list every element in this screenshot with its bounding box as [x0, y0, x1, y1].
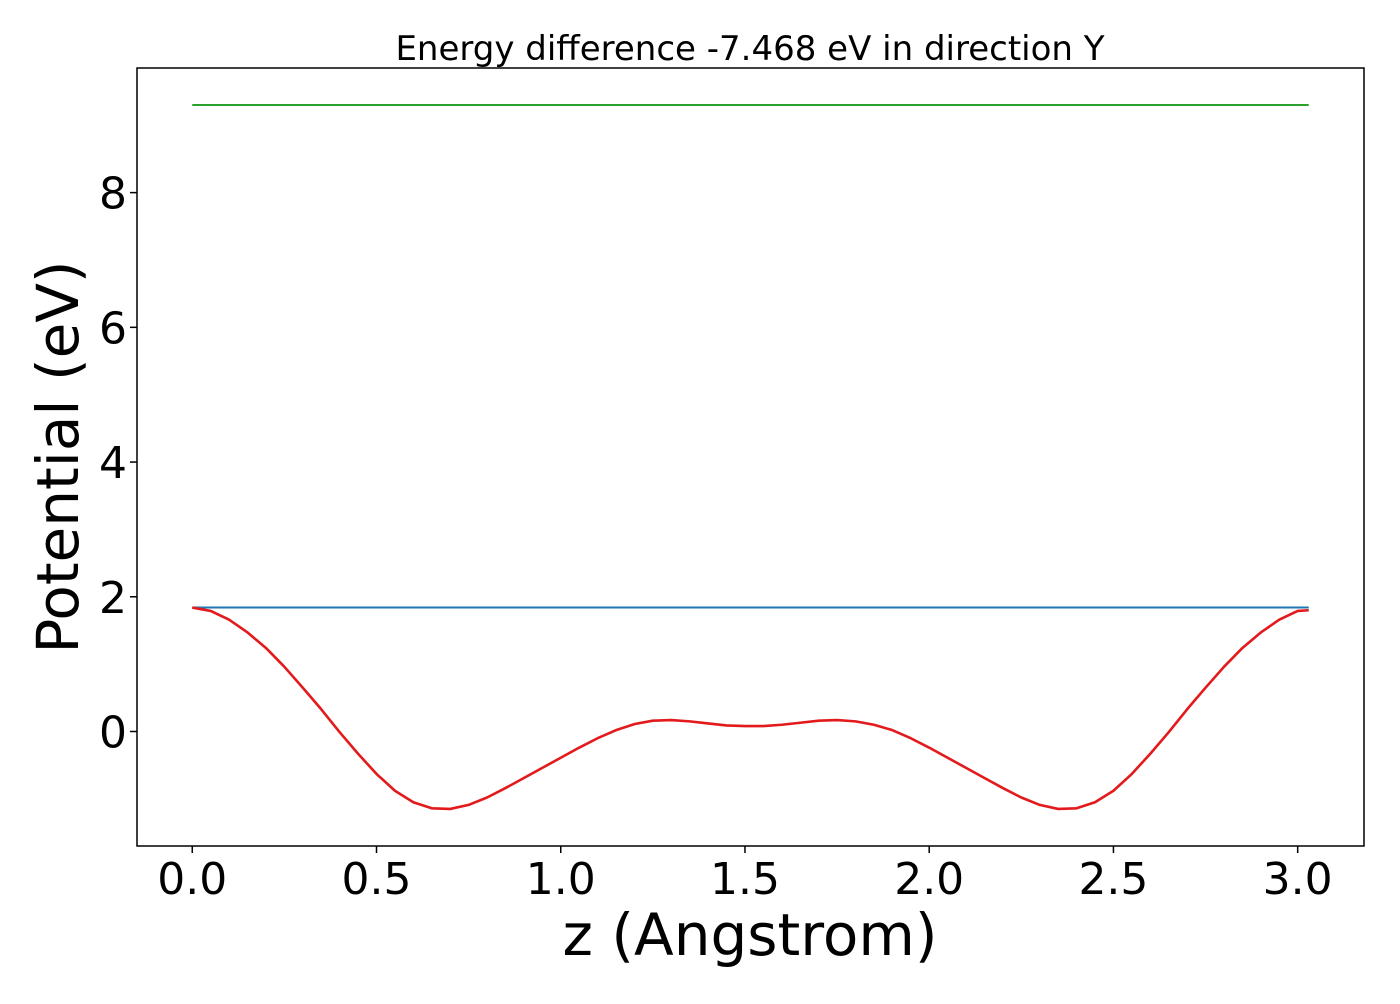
plot-frame — [136, 67, 1365, 847]
x-tick-label: 0.0 — [157, 854, 227, 905]
x-tick-label: 2.5 — [1078, 854, 1148, 905]
series-layer — [192, 104, 1309, 811]
x-tick-label: 0.5 — [342, 854, 412, 905]
y-tick-label: 6 — [99, 303, 127, 354]
series-line-3 — [192, 606, 1309, 811]
y-tick-label: 2 — [99, 573, 127, 624]
y-tick-label: 8 — [99, 169, 127, 220]
y-tick-label: 4 — [99, 438, 127, 489]
x-tick-label: 1.5 — [710, 854, 780, 905]
x-ticks: 0.0 0.5 1.0 1.5 2.0 2.5 3.0 — [157, 846, 1333, 905]
chart-title: Energy difference -7.468 eV in direction… — [395, 29, 1104, 69]
x-tick-label: 3.0 — [1263, 854, 1333, 905]
x-axis-label: z (Angstrom) — [563, 901, 938, 969]
y-ticks: 0 2 4 6 8 — [99, 169, 137, 758]
y-axis-label: Potential (eV) — [24, 260, 92, 653]
y-tick-label: 0 — [99, 707, 127, 758]
x-tick-label: 1.0 — [526, 854, 596, 905]
x-tick-label: 2.0 — [894, 854, 964, 905]
